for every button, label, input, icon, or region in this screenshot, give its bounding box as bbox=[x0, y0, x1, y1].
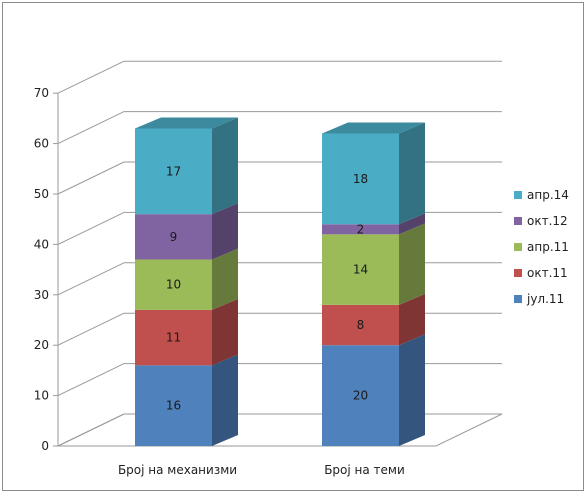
bar-segment: 11 bbox=[135, 298, 238, 366]
legend-item: окт.11 bbox=[514, 266, 568, 280]
bar-front bbox=[135, 214, 212, 260]
bar-top bbox=[135, 117, 238, 129]
data-label: 9 bbox=[170, 230, 178, 244]
bar-side bbox=[399, 122, 425, 225]
stacked-bar-chart: 0 10 20 30 40 50 60 70 Број на механизми Број на … bbox=[34, 60, 569, 477]
gridline-depth bbox=[57, 211, 125, 245]
bar-segment: 20 bbox=[322, 334, 425, 446]
bar-front bbox=[135, 365, 212, 446]
y-axis: 0 10 20 30 40 50 60 70 Број на механизми Број на … bbox=[34, 86, 405, 477]
bar-segment: 2 bbox=[322, 213, 425, 236]
data-label: 8 bbox=[357, 318, 365, 332]
data-label: 14 bbox=[353, 263, 368, 277]
legend-swatch bbox=[514, 295, 522, 303]
legend-swatch bbox=[514, 269, 522, 277]
bar-front bbox=[322, 224, 399, 235]
bar-side bbox=[399, 223, 425, 305]
data-label: 2 bbox=[357, 222, 365, 236]
x-category-label: Број на механизми bbox=[118, 463, 237, 477]
data-label: 20 bbox=[353, 389, 368, 403]
bar-side bbox=[212, 354, 238, 446]
bar-side bbox=[212, 117, 238, 215]
legend: апр.14 окт.12 апр.11 окт.11 јул.11 bbox=[514, 188, 569, 306]
grid-layer bbox=[57, 60, 503, 447]
legend-swatch bbox=[514, 191, 522, 199]
bar-front bbox=[322, 234, 399, 305]
bar-top bbox=[322, 122, 425, 134]
bar-segment: 10 bbox=[135, 248, 238, 310]
bar-side bbox=[399, 293, 425, 346]
bar-segment: 17 bbox=[135, 117, 238, 215]
bar-side bbox=[212, 248, 238, 310]
legend-item: окт.12 bbox=[514, 214, 568, 228]
data-label: 11 bbox=[166, 331, 181, 345]
data-label: 18 bbox=[353, 172, 368, 186]
chart-frame: 0 10 20 30 40 50 60 70 Број на механизми Број на … bbox=[2, 2, 584, 491]
y-tick-label: 10 bbox=[34, 389, 49, 403]
bar-front bbox=[135, 128, 212, 215]
legend-swatch bbox=[514, 243, 522, 251]
data-label: 10 bbox=[166, 278, 181, 292]
bar-segment: 16 bbox=[135, 354, 238, 446]
legend-label: апр.11 bbox=[527, 240, 569, 254]
bar-side bbox=[399, 213, 425, 235]
y-tick-label: 50 bbox=[34, 187, 49, 201]
bar-segment: 9 bbox=[135, 203, 238, 260]
y-tick-label: 60 bbox=[34, 137, 49, 151]
bar-front bbox=[322, 345, 399, 446]
legend-label: јул.11 bbox=[526, 292, 564, 306]
legend-label: окт.12 bbox=[527, 214, 568, 228]
bar-front bbox=[322, 133, 399, 225]
y-tick-label: 0 bbox=[41, 439, 49, 453]
legend-item: јул.11 bbox=[514, 292, 564, 306]
bar-front bbox=[135, 259, 212, 310]
gridline-depth bbox=[57, 111, 125, 145]
y-tick-label: 30 bbox=[34, 288, 49, 302]
legend-label: окт.11 bbox=[527, 266, 568, 280]
legend-label: апр.14 bbox=[527, 188, 569, 202]
x-category-label: Број на теми bbox=[324, 463, 405, 477]
legend-item: апр.11 bbox=[514, 240, 569, 254]
bar-side bbox=[212, 298, 238, 366]
gridline-depth bbox=[57, 60, 125, 94]
legend-swatch bbox=[514, 217, 522, 225]
gridline-depth bbox=[57, 161, 125, 195]
y-tick-label: 70 bbox=[34, 86, 49, 100]
bar-segment: 8 bbox=[322, 293, 425, 346]
gridline-depth bbox=[57, 312, 125, 346]
floor-plane bbox=[57, 413, 503, 447]
y-tick-label: 20 bbox=[34, 338, 49, 352]
gridline-depth bbox=[57, 413, 125, 447]
data-label: 17 bbox=[166, 164, 181, 178]
legend-item: апр.14 bbox=[514, 188, 569, 202]
gridline-depth bbox=[57, 363, 125, 397]
bar-segment: 18 bbox=[322, 122, 425, 225]
bar-side bbox=[399, 334, 425, 446]
bar-front bbox=[135, 309, 212, 366]
bar-segment: 14 bbox=[322, 223, 425, 305]
bar-front bbox=[322, 304, 399, 346]
y-tick-label: 40 bbox=[34, 237, 49, 251]
gridline-depth bbox=[57, 262, 125, 296]
bar-side bbox=[212, 203, 238, 260]
bars-layer: 16 11 10 9 17 20 8 14 2 18 bbox=[135, 117, 425, 446]
data-label: 16 bbox=[166, 399, 181, 413]
